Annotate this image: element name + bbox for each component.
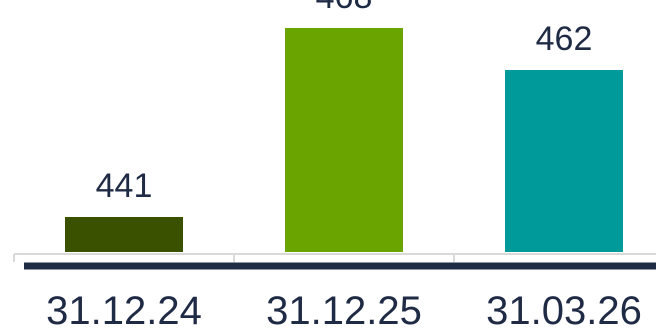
value-label-31.03.26: 462 — [536, 20, 593, 58]
bars-group — [65, 28, 623, 252]
bar-31.12.25 — [285, 28, 403, 252]
tick-label-31.12.24: 31.12.24 — [46, 289, 202, 333]
value-label-31.12.24: 441 — [96, 167, 153, 205]
bar-31.12.24 — [65, 217, 183, 252]
tick-label-31.12.25: 31.12.25 — [266, 289, 422, 333]
value-label-31.12.25: 468 — [316, 0, 373, 16]
bar-31.03.26 — [505, 70, 623, 252]
baseline-group — [13, 253, 656, 270]
value-labels-group: 441 468 462 — [96, 0, 593, 205]
tick-label-31.03.26: 31.03.26 — [486, 289, 642, 333]
tick-labels-group: 31.12.24 31.12.25 31.03.26 — [46, 289, 642, 333]
